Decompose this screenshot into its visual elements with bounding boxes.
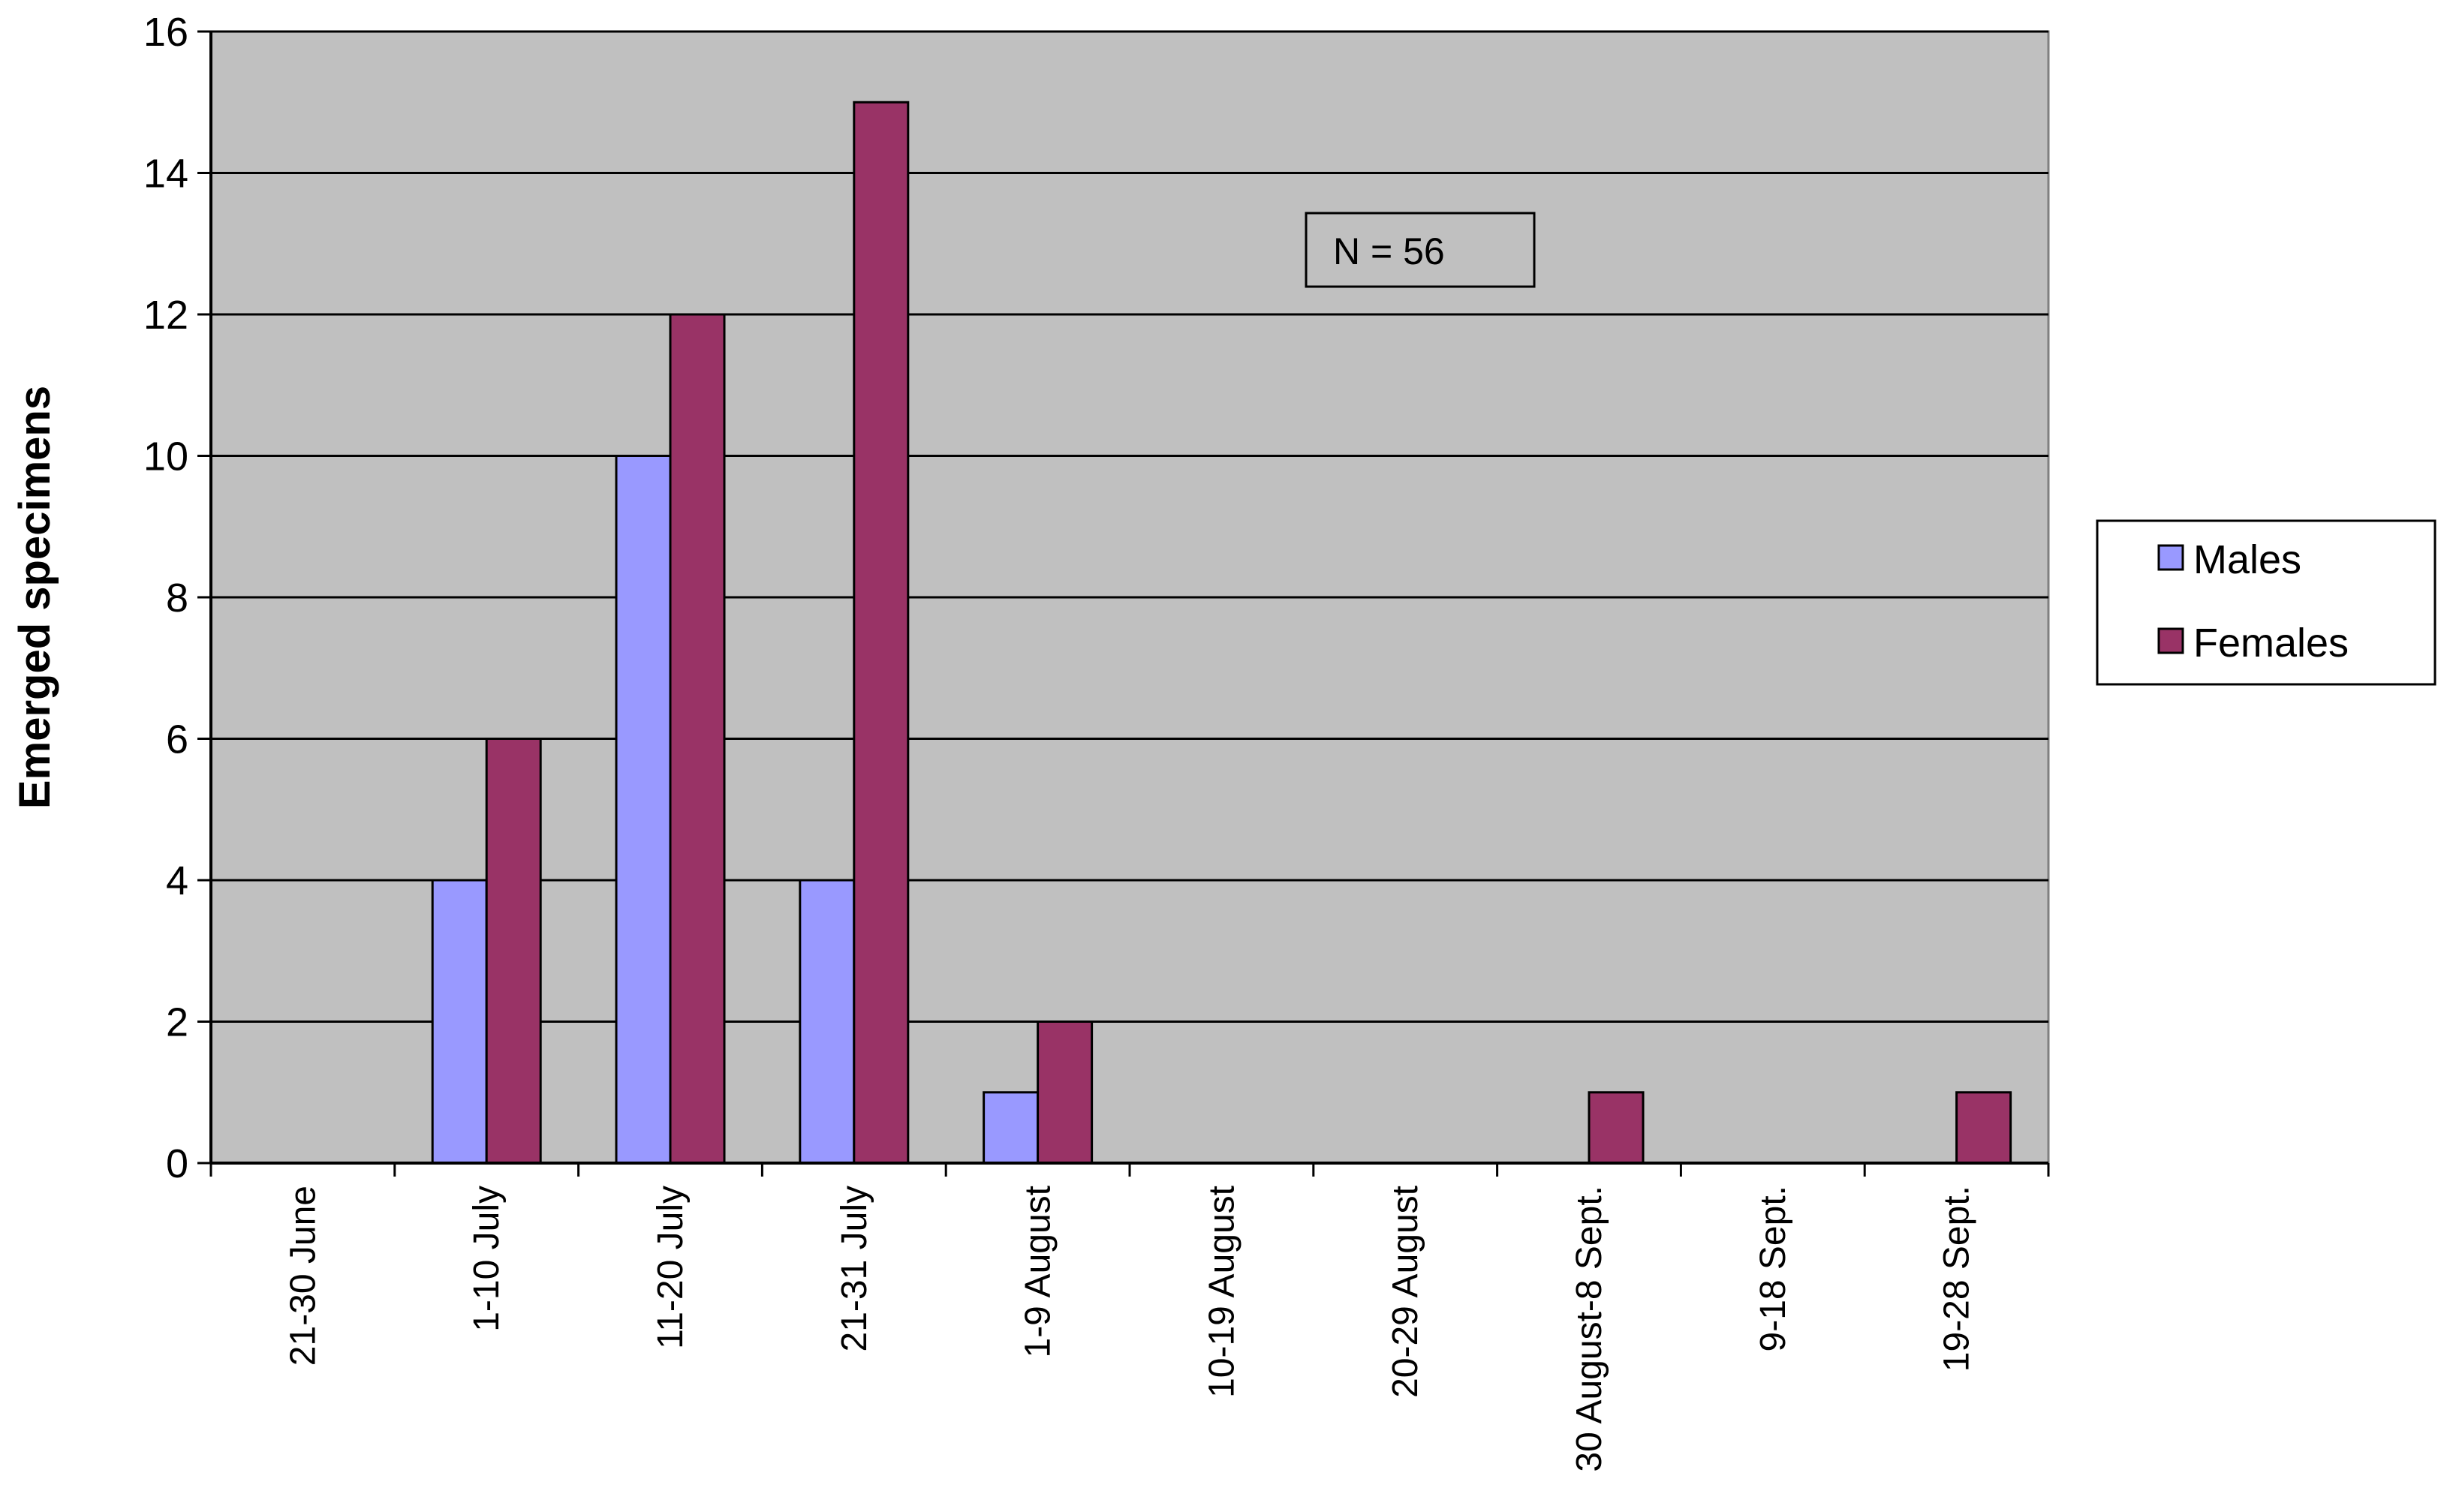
legend-label-females: Females (2193, 621, 2349, 666)
legend-swatch-females (2157, 627, 2184, 654)
annotation-text: N = 56 (1333, 230, 1445, 272)
y-axis-label: Emerged specimens (11, 386, 59, 809)
bar-males (431, 879, 488, 1165)
annotation-box: N = 56 (1305, 212, 1536, 288)
bars (431, 101, 2012, 1165)
bar-males (983, 1091, 1040, 1165)
bar-females (669, 313, 726, 1165)
x-tick-label: 9-18 Sept. (1753, 1186, 1793, 1351)
y-tick-label: 0 (166, 1141, 188, 1186)
x-tick-label: 21-31 July (835, 1186, 874, 1351)
x-tick-label: 1-9 August (1019, 1186, 1058, 1358)
y-tick-label: 2 (166, 1000, 188, 1045)
bar-males (615, 455, 672, 1165)
y-tick-label: 12 (143, 293, 188, 338)
bar-females (485, 738, 542, 1165)
legend: Males Females (2096, 519, 2436, 686)
y-tick-label: 14 (143, 152, 188, 197)
x-tick-label: 19-28 Sept. (1937, 1186, 1977, 1372)
bar-females (1588, 1091, 1645, 1165)
legend-label-males: Males (2193, 537, 2301, 582)
y-tick-label: 16 (143, 10, 188, 55)
x-tick-label: 11-20 July (651, 1186, 691, 1349)
legend-item-males: Males (2157, 537, 2301, 582)
x-tick-label: 30 August-8 Sept. (1570, 1186, 1609, 1472)
bar-females (1037, 1021, 1094, 1165)
x-tick-label: 20-29 August (1386, 1186, 1425, 1398)
x-axis-ticks: 21-30 June 1-10 July 11-20 July 21-31 July 1… (209, 1163, 2050, 1472)
x-tick-label: 1-10 July (467, 1186, 507, 1332)
bar-females (853, 101, 910, 1165)
y-tick-label: 6 (166, 717, 188, 762)
x-tick-label: 10-19 August (1202, 1186, 1242, 1398)
y-tick-label: 8 (166, 576, 188, 621)
bar-females (1955, 1091, 2012, 1165)
y-tick-label: 4 (166, 858, 188, 903)
legend-box (2096, 519, 2436, 686)
y-axis-ticks: 0 2 4 6 8 10 12 14 16 (143, 10, 211, 1186)
y-tick-label: 10 (143, 434, 188, 479)
legend-item-females: Females (2157, 621, 2349, 666)
x-tick-label: 21-30 June (283, 1186, 323, 1366)
bar-males (799, 879, 856, 1165)
legend-swatch-males (2157, 544, 2184, 571)
